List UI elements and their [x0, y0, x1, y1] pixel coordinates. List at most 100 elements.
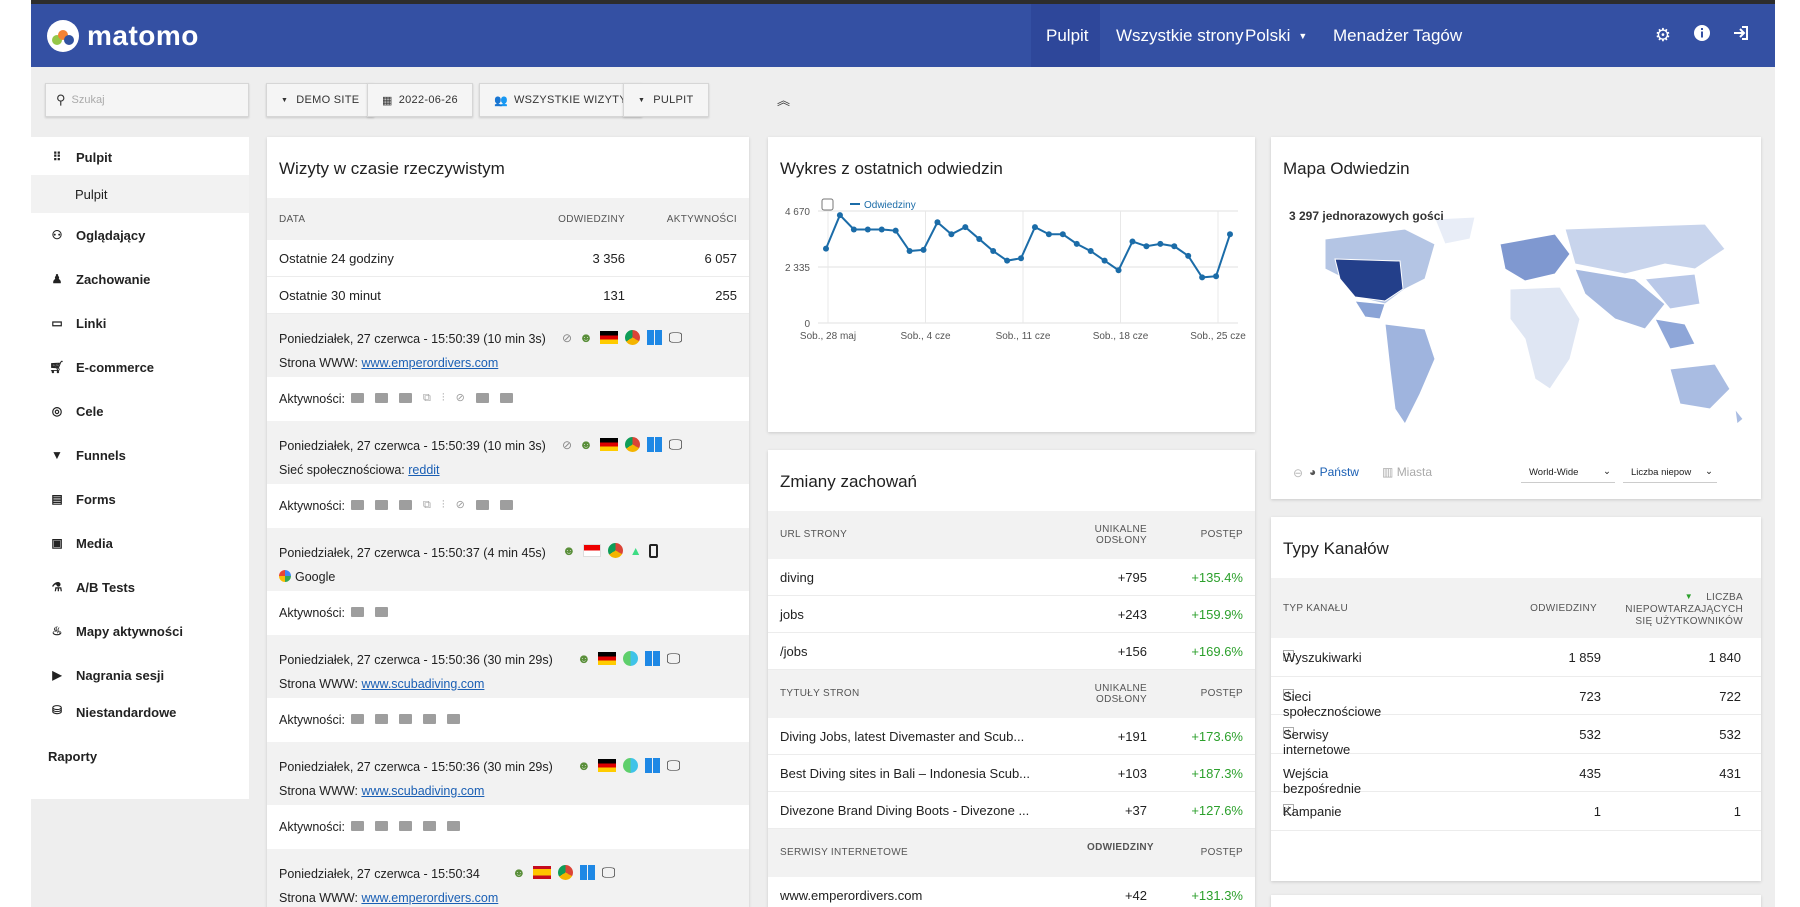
sidebar-item-pulpit[interactable]: ⠿ Pulpit	[31, 137, 249, 177]
folder-icon[interactable]	[351, 821, 364, 831]
world-map[interactable]	[1285, 209, 1745, 449]
folder-icon[interactable]	[375, 393, 388, 403]
sidebar-item-goals[interactable]: ◎ Cele	[31, 391, 249, 431]
folder-icon[interactable]	[399, 500, 412, 510]
data-point[interactable]	[1031, 224, 1038, 231]
table-row[interactable]: jobs +243 +159.9%	[768, 596, 1255, 633]
nav-all-sites[interactable]: Wszystkie strony	[1116, 25, 1244, 45]
matomo-logo[interactable]: matomo	[47, 19, 199, 53]
data-point[interactable]	[1059, 231, 1066, 238]
folder-icon[interactable]	[399, 821, 412, 831]
folder-icon[interactable]	[399, 714, 412, 724]
waveform-icon[interactable]: ⫶	[441, 392, 445, 404]
visitor-profile-icon[interactable]: ☻	[579, 437, 593, 452]
data-point[interactable]	[1045, 231, 1052, 238]
table-row[interactable]: + Sieci społecznościowe 723 722	[1271, 677, 1761, 719]
sidebar-subitem-pulpit[interactable]: Pulpit	[31, 175, 249, 213]
folder-icon[interactable]	[351, 393, 364, 403]
data-point[interactable]	[1143, 243, 1150, 250]
data-point[interactable]	[1199, 274, 1206, 281]
data-point[interactable]	[836, 212, 843, 219]
waveform-icon[interactable]: ⫶	[441, 499, 445, 511]
map-tab-cities[interactable]: ▥ Miasta	[1382, 465, 1432, 479]
outlink-icon[interactable]: ⧉	[423, 392, 431, 404]
table-row[interactable]: Wejścia bezpośrednie 435 431	[1271, 754, 1761, 796]
data-point[interactable]	[1157, 240, 1164, 247]
visit-entry[interactable]: Poniedziałek, 27 czerwca - 15:50:39 (10 …	[267, 314, 749, 377]
data-point[interactable]	[1004, 257, 1011, 264]
data-point[interactable]	[990, 248, 997, 255]
visitor-profile-icon[interactable]: ☻	[577, 651, 591, 666]
data-point[interactable]	[1129, 238, 1136, 245]
data-point[interactable]	[934, 219, 941, 226]
segment-selector-button[interactable]: 👥 WSZYSTKIE WIZYTY	[479, 83, 642, 117]
info-icon[interactable]	[1691, 24, 1713, 46]
visit-entry[interactable]: Poniedziałek, 27 czerwca - 15:50:36 (30 …	[267, 635, 749, 698]
folder-icon[interactable]	[423, 821, 436, 831]
cart-abandoned-icon[interactable]: ⊘	[455, 499, 465, 511]
gear-icon[interactable]: ⚙	[1654, 25, 1672, 45]
data-point[interactable]	[1087, 248, 1094, 255]
sidebar-item-custom-reports[interactable]: ⛁ Niestandardowe	[31, 699, 249, 751]
sidebar-item-funnels[interactable]: ▼ Funnels	[31, 435, 249, 475]
nav-pulpit[interactable]: Pulpit	[1031, 4, 1100, 67]
folder-icon[interactable]	[447, 821, 460, 831]
table-row[interactable]: www.emperordivers.com +42 +131.3%	[768, 877, 1255, 907]
sidebar-item-links[interactable]: ▭ Linki	[31, 303, 249, 343]
data-point[interactable]	[948, 231, 955, 238]
sidebar-item-heatmaps[interactable]: ♨ Mapy aktywności	[31, 611, 249, 651]
visitor-profile-icon[interactable]: ☻	[577, 758, 591, 773]
sidebar-item-behaviour[interactable]: ♟ Zachowanie	[31, 259, 249, 299]
visit-entry[interactable]: Poniedziałek, 27 czerwca - 15:50:34 Stron…	[267, 849, 749, 907]
folder-icon[interactable]	[475, 393, 489, 403]
folder-icon[interactable]	[351, 500, 364, 510]
data-point[interactable]	[962, 224, 969, 231]
expand-icon[interactable]: +	[1283, 650, 1294, 661]
data-point[interactable]	[823, 245, 829, 252]
expand-icon[interactable]: +	[1283, 688, 1294, 700]
data-point[interactable]	[850, 226, 857, 233]
data-point[interactable]	[878, 226, 885, 233]
map-tab-countries[interactable]: ◕ Państw	[1309, 465, 1359, 479]
sidebar-item-ab-tests[interactable]: ⚗ A/B Tests	[31, 567, 249, 607]
source-link[interactable]: www.emperordivers.com	[361, 891, 499, 905]
source-link[interactable]: www.scubadiving.com	[361, 784, 485, 798]
region-select[interactable]: World-Wide ⌄	[1521, 463, 1615, 483]
metric-select[interactable]: Liczba niepow ⌄	[1623, 463, 1717, 483]
table-row[interactable]: + Wyszukiwarki 1 859 1 840	[1271, 638, 1761, 677]
data-point[interactable]	[864, 226, 871, 233]
sidebar-item-media[interactable]: ▣ Media	[31, 523, 249, 563]
sidebar-item-ecommerce[interactable]: 🛒︎ E-commerce	[31, 347, 249, 387]
folder-icon[interactable]	[375, 607, 388, 617]
expand-icon[interactable]: +	[1283, 804, 1294, 815]
folder-icon[interactable]	[475, 500, 489, 510]
visitor-profile-icon[interactable]: ☻	[579, 330, 593, 345]
table-row[interactable]: + Kampanie 1 1	[1271, 792, 1761, 831]
folder-icon[interactable]	[423, 714, 436, 724]
data-point[interactable]	[1018, 255, 1025, 262]
visit-entry[interactable]: Poniedziałek, 27 czerwca - 15:50:39 (10 …	[267, 421, 749, 484]
data-point[interactable]	[906, 248, 913, 255]
data-point[interactable]	[1171, 243, 1178, 250]
folder-icon[interactable]	[399, 393, 412, 403]
data-point[interactable]	[1185, 252, 1192, 259]
sidebar-item-visitors[interactable]: ⚇ Oglądający	[31, 215, 249, 255]
site-selector-button[interactable]: ▼ DEMO SITE	[266, 83, 375, 117]
table-row[interactable]: diving +795 +135.4%	[768, 559, 1255, 596]
dashboard-selector-button[interactable]: ▼ PULPIT	[623, 83, 709, 117]
data-point[interactable]	[1213, 273, 1220, 280]
nav-language[interactable]: Polski ▼	[1230, 4, 1322, 67]
table-row[interactable]: Diving Jobs, latest Divemaster and Scub.…	[768, 718, 1255, 755]
nav-tag-manager[interactable]: Menadżer Tagów	[1333, 25, 1463, 45]
expand-icon[interactable]: +	[1283, 727, 1294, 738]
source-link[interactable]: www.emperordivers.com	[361, 356, 499, 370]
data-point[interactable]	[1101, 257, 1108, 264]
table-row[interactable]: + Serwisy internetowe 532 532	[1271, 715, 1761, 757]
folder-icon[interactable]	[447, 714, 460, 724]
date-picker-button[interactable]: ▦ 2022-06-26	[367, 83, 473, 117]
chart-type-icon[interactable]	[821, 198, 834, 211]
visitor-profile-icon[interactable]: ☻	[562, 543, 576, 558]
data-point[interactable]	[1227, 231, 1233, 238]
folder-icon[interactable]	[351, 607, 364, 617]
table-row[interactable]: Best Diving sites in Bali – Indonesia Sc…	[768, 755, 1255, 792]
